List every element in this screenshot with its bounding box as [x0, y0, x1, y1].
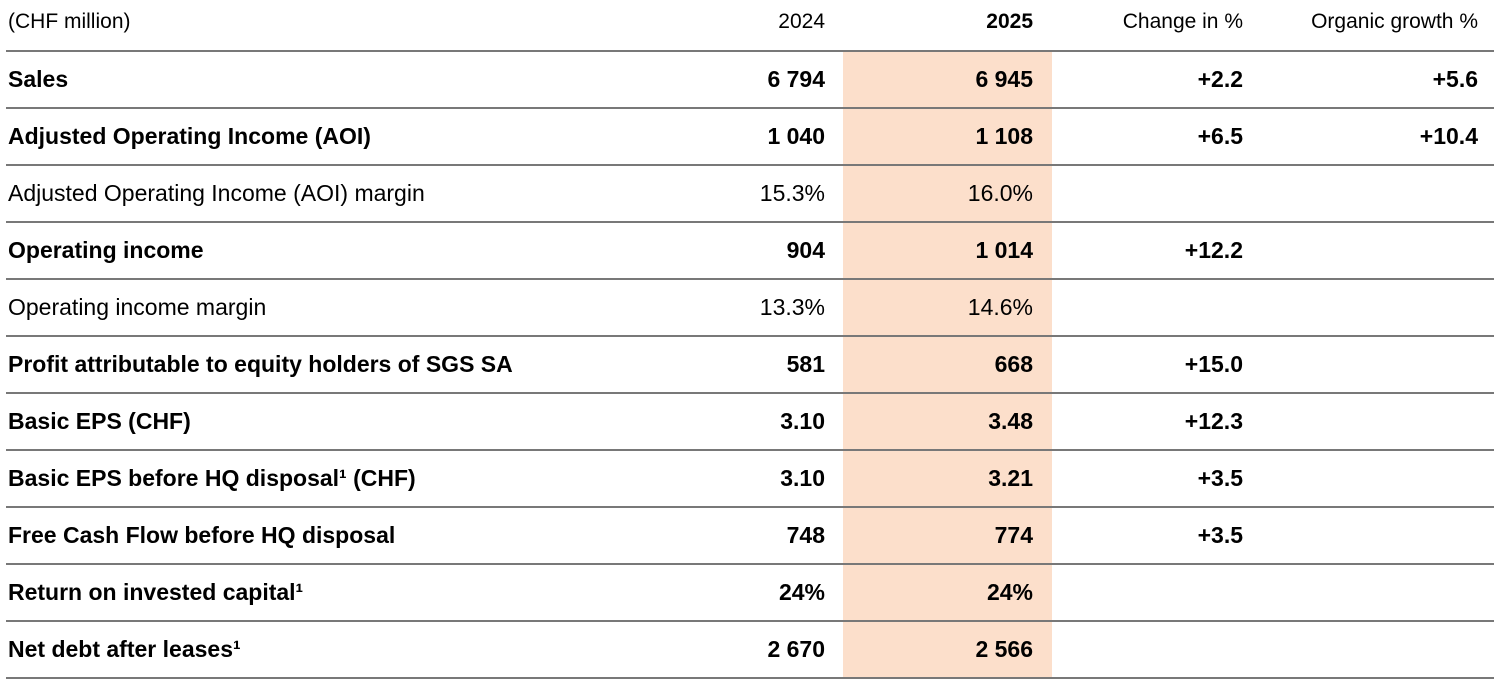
table-row-sales: Sales 6 794 6 945 +2.2 +5.6	[6, 52, 1494, 109]
row-label: Return on invested capital¹	[8, 578, 304, 605]
value-change: +2.2	[1197, 65, 1243, 92]
value-change: +3.5	[1197, 464, 1243, 491]
value-organic: +5.6	[1432, 65, 1478, 92]
value-2025: 774	[843, 508, 1052, 563]
column-header-change: Change in %	[1122, 10, 1243, 34]
value-2024: 904	[786, 236, 825, 263]
row-label: Sales	[8, 65, 69, 92]
column-header-2024: 2024	[778, 10, 825, 34]
table-row-basic-eps-before-hq-disposal: Basic EPS before HQ disposal¹ (CHF) 3.10…	[6, 451, 1494, 508]
value-2025: 16.0%	[843, 166, 1052, 221]
row-label: Net debt after leases¹	[8, 635, 241, 662]
value-2025: 668	[843, 337, 1052, 392]
value-2024: 15.3%	[759, 179, 825, 206]
unit-label: (CHF million)	[8, 10, 131, 34]
column-header-2025: 2025	[986, 10, 1033, 34]
value-change: +12.2	[1184, 236, 1243, 263]
value-2025: 1 014	[843, 223, 1052, 278]
value-2025: 14.6%	[843, 280, 1052, 335]
table-row-operating-income-margin: Operating income margin 13.3% 14.6%	[6, 280, 1494, 337]
row-label: Adjusted Operating Income (AOI) margin	[8, 179, 425, 206]
value-change: +3.5	[1197, 521, 1243, 548]
value-2024: 3.10	[780, 464, 825, 491]
value-2024: 2 670	[767, 635, 825, 662]
value-2024: 24%	[778, 578, 825, 605]
value-change: +12.3	[1184, 407, 1243, 434]
value-change: +15.0	[1184, 350, 1243, 377]
row-label: Adjusted Operating Income (AOI)	[8, 122, 371, 149]
row-label: Operating income	[8, 236, 204, 263]
value-2025: 3.48	[843, 394, 1052, 449]
table-row-basic-eps: Basic EPS (CHF) 3.10 3.48 +12.3	[6, 394, 1494, 451]
value-2024: 748	[786, 521, 825, 548]
value-2025: 2 566	[843, 622, 1052, 677]
value-organic: +10.4	[1419, 122, 1478, 149]
value-2025: 1 108	[843, 109, 1052, 164]
table-row-aoi-margin: Adjusted Operating Income (AOI) margin 1…	[6, 166, 1494, 223]
value-2024: 1 040	[767, 122, 825, 149]
row-label: Basic EPS (CHF)	[8, 407, 191, 434]
table-row-operating-income: Operating income 904 1 014 +12.2	[6, 223, 1494, 280]
row-label: Operating income margin	[8, 293, 267, 320]
value-2024: 13.3%	[759, 293, 825, 320]
value-change: +6.5	[1197, 122, 1243, 149]
row-label: Free Cash Flow before HQ disposal	[8, 521, 396, 548]
column-header-organic: Organic growth %	[1311, 10, 1478, 34]
row-label: Basic EPS before HQ disposal¹ (CHF)	[8, 464, 416, 491]
table-row-profit-attributable: Profit attributable to equity holders of…	[6, 337, 1494, 394]
value-2025: 6 945	[843, 52, 1052, 107]
table-row-adjusted-operating-income: Adjusted Operating Income (AOI) 1 040 1 …	[6, 109, 1494, 166]
table-row-free-cash-flow: Free Cash Flow before HQ disposal 748 77…	[6, 508, 1494, 565]
value-2025: 24%	[843, 565, 1052, 620]
table-row-return-on-invested-capital: Return on invested capital¹ 24% 24%	[6, 565, 1494, 622]
table-header-row: (CHF million) 2024 2025 Change in % Orga…	[6, 0, 1494, 52]
value-2024: 3.10	[780, 407, 825, 434]
value-2024: 581	[786, 350, 825, 377]
row-label: Profit attributable to equity holders of…	[8, 350, 513, 377]
table-row-net-debt-after-leases: Net debt after leases¹ 2 670 2 566	[6, 622, 1494, 679]
value-2025: 3.21	[843, 451, 1052, 506]
value-2024: 6 794	[767, 65, 825, 92]
